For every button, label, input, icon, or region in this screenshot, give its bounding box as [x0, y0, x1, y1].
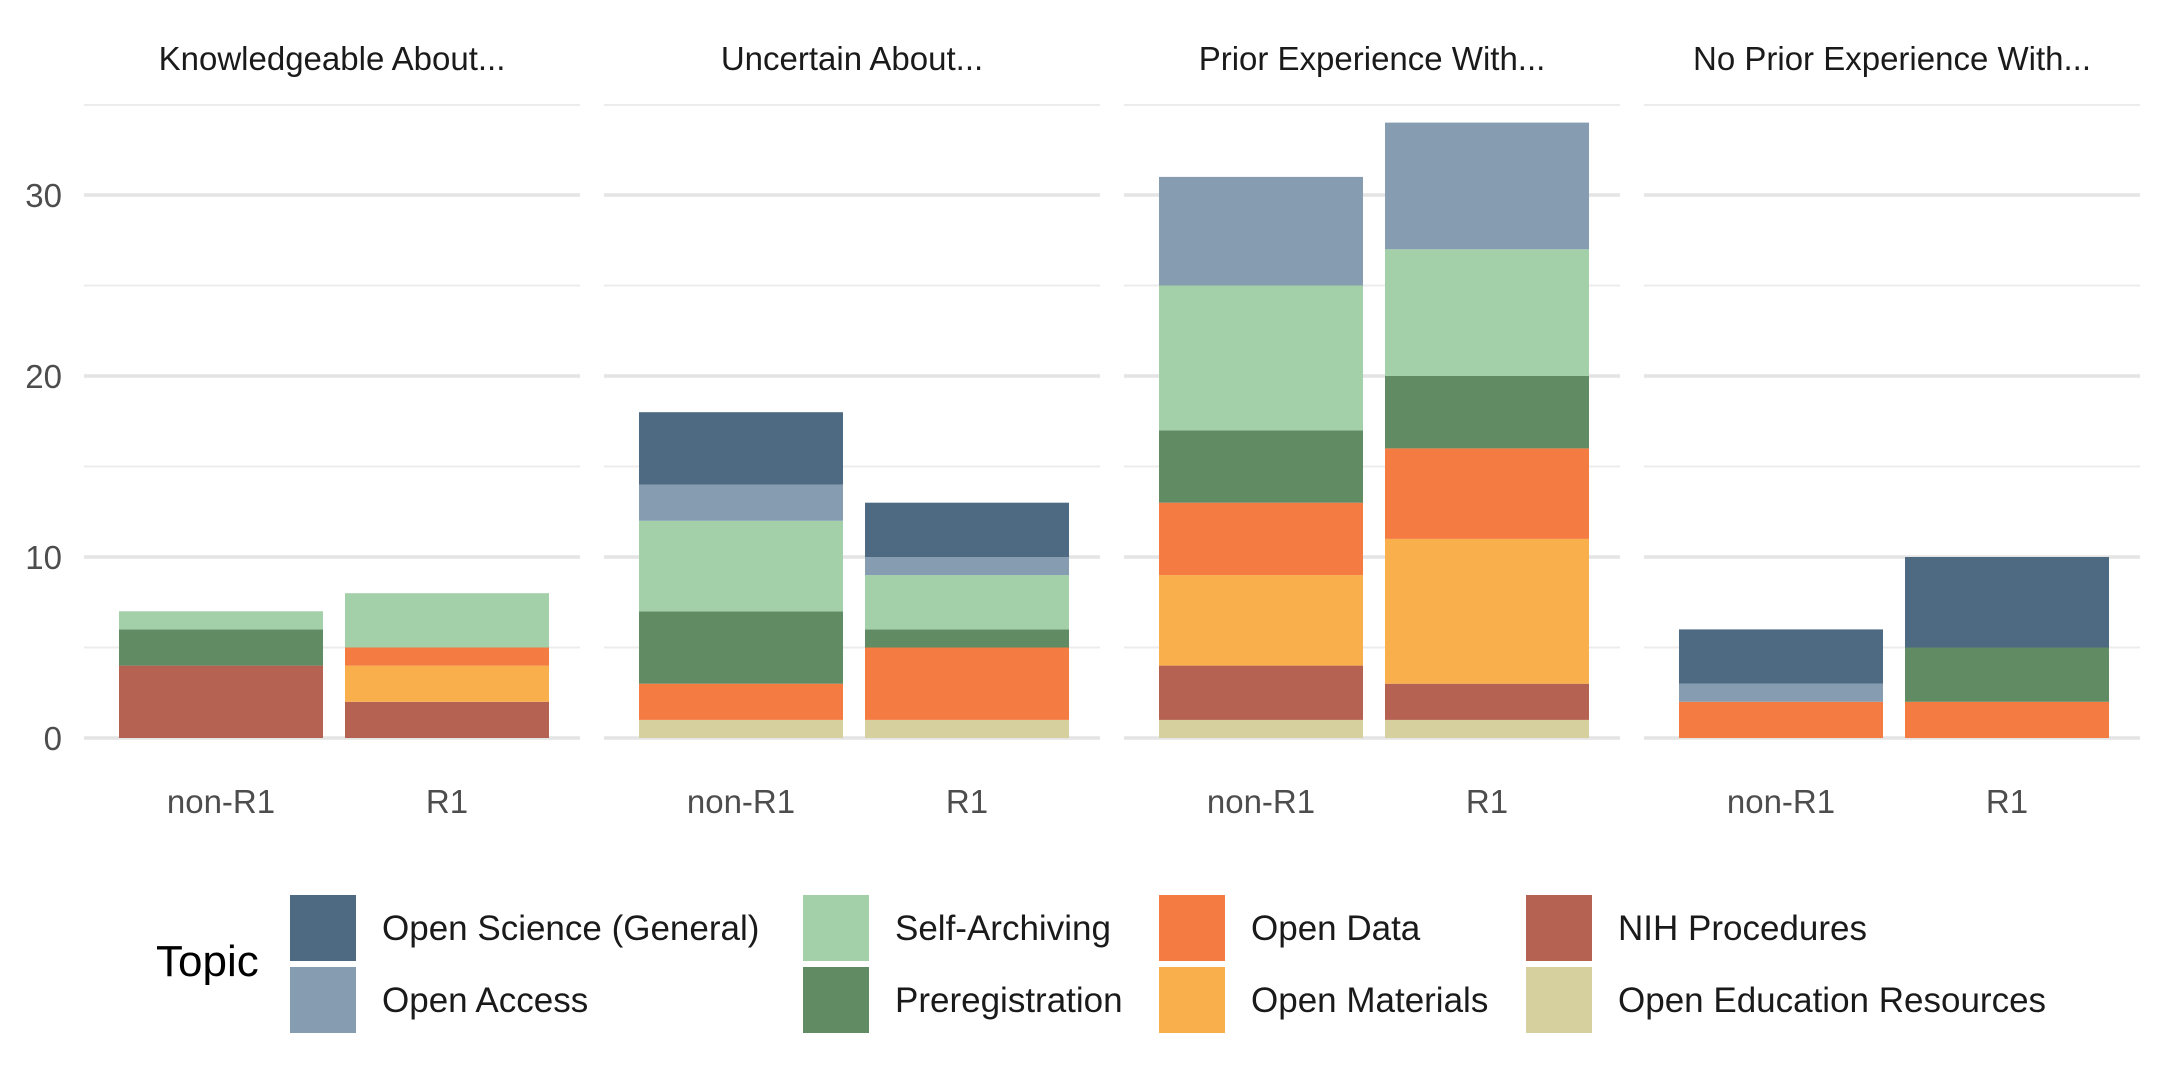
y-tick-label: 0: [44, 720, 62, 757]
bar-segment: [119, 665, 323, 738]
bar-segment: [1905, 647, 2109, 702]
bar-segment: [345, 647, 549, 666]
legend-label: Open Access: [382, 981, 588, 1020]
bar-segment: [1679, 683, 1883, 702]
legend-key: [1526, 967, 1592, 1033]
bar-segment: [1905, 701, 2109, 738]
x-tick-label: non-R1: [167, 783, 275, 820]
facet-title: No Prior Experience With...: [1693, 40, 2091, 77]
y-tick-label: 30: [25, 177, 62, 214]
legend-key: [1159, 967, 1225, 1033]
bar-segment: [639, 412, 843, 485]
legend-label: Self-Archiving: [895, 909, 1111, 948]
bar-segment: [639, 520, 843, 612]
bar-segment: [865, 575, 1069, 630]
x-tick-label: R1: [1466, 783, 1508, 820]
facet-title: Knowledgeable About...: [159, 40, 506, 77]
bar-segment: [345, 701, 549, 738]
bar-segment: [1385, 448, 1589, 539]
legend-key: [1526, 895, 1592, 961]
x-tick-label: R1: [946, 783, 988, 820]
bar-segment: [865, 719, 1069, 738]
y-tick-label: 10: [25, 539, 62, 576]
x-tick-label: non-R1: [1207, 783, 1315, 820]
x-tick-label: R1: [426, 783, 468, 820]
legend-label: Open Data: [1251, 909, 1421, 948]
bar-segment: [1385, 683, 1589, 720]
bar-segment: [1385, 122, 1589, 250]
bar-segment: [865, 647, 1069, 720]
bar-segment: [1159, 285, 1363, 431]
legend-key: [290, 967, 356, 1033]
facet-title: Prior Experience With...: [1199, 40, 1546, 77]
bar-segment: [1159, 575, 1363, 666]
x-tick-label: R1: [1986, 783, 2028, 820]
legend-label: Preregistration: [895, 981, 1123, 1020]
bar-segment: [639, 611, 843, 684]
y-tick-label: 20: [25, 358, 62, 395]
bar-segment: [865, 502, 1069, 557]
bar-segment: [1679, 629, 1883, 684]
bar-segment: [1159, 719, 1363, 738]
legend-label: NIH Procedures: [1618, 909, 1867, 948]
bar-segment: [1159, 502, 1363, 576]
legend-key: [1159, 895, 1225, 961]
bar-segment: [1159, 665, 1363, 720]
legend-key: [290, 895, 356, 961]
bar-segment: [639, 683, 843, 720]
bar-segment: [119, 629, 323, 666]
bar-segment: [865, 557, 1069, 576]
bar-segment: [639, 484, 843, 521]
bar-segment: [865, 629, 1069, 648]
bar-segment: [1385, 719, 1589, 738]
legend-label: Open Education Resources: [1618, 981, 2046, 1020]
bar-segment: [1679, 701, 1883, 738]
bar-segment: [1385, 376, 1589, 449]
legend-title: Topic: [156, 937, 259, 986]
x-tick-label: non-R1: [1727, 783, 1835, 820]
bar-segment: [1385, 538, 1589, 684]
legend-key: [803, 967, 869, 1033]
bar-segment: [1385, 249, 1589, 376]
bar-segment: [1159, 430, 1363, 503]
bar-segment: [345, 665, 549, 702]
bar-segment: [1159, 176, 1363, 286]
bar-segment: [345, 593, 549, 648]
facet-title: Uncertain About...: [721, 40, 983, 77]
legend-label: Open Science (General): [382, 909, 759, 948]
legend-key: [803, 895, 869, 961]
x-tick-label: non-R1: [687, 783, 795, 820]
bar-segment: [119, 611, 323, 630]
bar-segment: [1905, 557, 2109, 648]
bar-segment: [639, 719, 843, 738]
legend-label: Open Materials: [1251, 981, 1488, 1020]
